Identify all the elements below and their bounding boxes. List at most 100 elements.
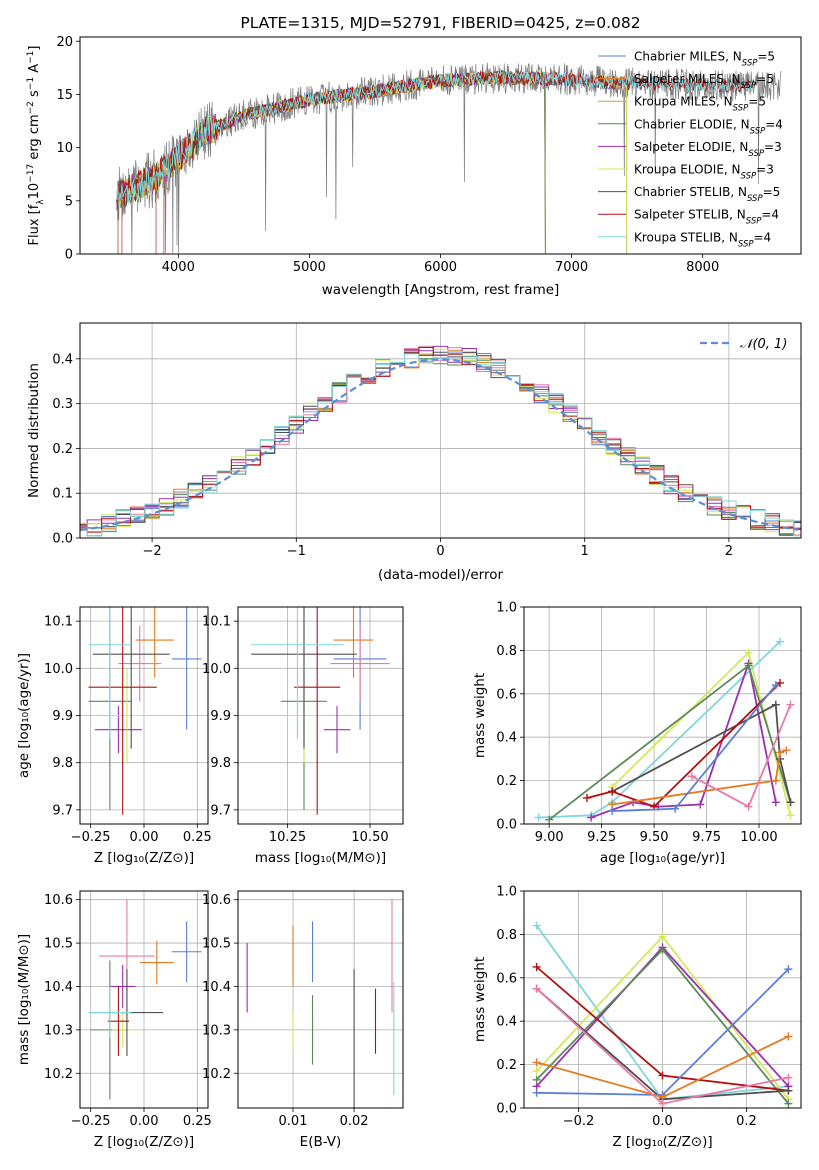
x-tick-label: 0.00	[130, 1114, 159, 1129]
y-tick-label: 10.5	[44, 937, 73, 952]
weight-marker	[587, 813, 596, 822]
y-tick-label: 20	[56, 35, 73, 50]
x-tick-label: 0.0	[652, 1114, 673, 1129]
x-tick-label: 2	[725, 544, 733, 559]
x-tick-label: 9.25	[587, 830, 616, 845]
x-tick-label: 0.01	[279, 1114, 308, 1129]
weight-vs-z-frame	[523, 890, 802, 1109]
model-spectrum-kroupa-stelib	[116, 70, 755, 207]
y-tick-label: 9.9	[52, 709, 73, 724]
x-tick-label: 9.00	[535, 830, 564, 845]
y-tick-label: 9.7	[210, 803, 231, 818]
x-tick-label: 8000	[686, 260, 719, 275]
y-tick-label: 9.7	[52, 803, 73, 818]
y-tick-label: 10.4	[44, 980, 73, 995]
y-tick-label: 10.4	[202, 980, 231, 995]
weight-marker	[782, 746, 791, 755]
weight-marker	[582, 793, 591, 802]
y-tick-label: 0.4	[52, 352, 73, 367]
weight-marker	[658, 1099, 667, 1108]
spectrum-legend: Chabrier MILES, NSSP=5 Salpeter MILES, NS…	[598, 50, 783, 249]
weight-vs-z-xlabel: Z [log₁₀(Z/Z⊙)]	[612, 1134, 712, 1150]
residuals-xlabel: (data-model)/error	[378, 567, 504, 583]
y-tick-label: 10.2	[44, 1067, 73, 1082]
y-tick-label: 0	[65, 248, 73, 263]
y-tick-label: 0.2	[496, 774, 517, 789]
y-tick-label: 10.1	[202, 615, 231, 630]
x-tick-label: 9.75	[692, 830, 721, 845]
weight-line	[586, 682, 781, 808]
age-vs-mass-axes: 10.25 10.50 9.7 9.8 9.9 10.0 10.1	[202, 607, 403, 845]
y-tick-label: 0.0	[52, 532, 73, 547]
weight-marker	[771, 776, 780, 785]
weight-marker	[658, 945, 667, 954]
weight-marker	[744, 802, 753, 811]
y-tick-label: 0.3	[52, 397, 73, 412]
weight-marker	[784, 1073, 793, 1082]
y-tick-label: 0.8	[496, 928, 517, 943]
legend-entry: Chabrier STELIB, NSSP=5	[634, 185, 780, 204]
age-vs-z-xlabel: Z [log₁₀(Z/Z⊙)]	[94, 850, 194, 866]
x-tick-label: 0.25	[183, 830, 212, 845]
weight-marker	[786, 798, 795, 807]
weight-marker	[784, 1086, 793, 1095]
y-tick-label: 10.5	[202, 937, 231, 952]
observed-spectrum	[116, 62, 782, 253]
y-tick-label: 10.6	[44, 893, 73, 908]
residuals-axes: −2 −1 0 1 2 0.0 0.1 0.2 0.3 0.4	[52, 323, 801, 559]
legend-entry: Chabrier MILES, NSSP=5	[634, 50, 775, 69]
weight-vs-age-frame	[523, 606, 802, 825]
y-tick-label: 0.4	[496, 731, 517, 746]
weight-line	[538, 641, 781, 819]
y-tick-label: 0.4	[496, 1015, 517, 1030]
age-vs-mass-frame	[237, 606, 404, 825]
y-tick-label: 0.2	[52, 442, 73, 457]
x-tick-label: 1	[581, 544, 589, 559]
weight-marker	[532, 1075, 541, 1084]
mass-vs-ebv-points	[246, 899, 395, 1108]
legend-entry: Kroupa ELODIE, NSSP=3	[634, 163, 774, 182]
y-tick-label: 10.2	[202, 1067, 231, 1082]
age-vs-z-ylabel: age [log₁₀(age/yr)]	[16, 653, 32, 778]
y-tick-label: 10.3	[44, 1023, 73, 1038]
weight-marker	[658, 1071, 667, 1080]
x-tick-label: −0.25	[71, 1114, 111, 1129]
spectrum-frame	[79, 36, 802, 255]
weight-marker	[687, 772, 696, 781]
residuals-legend: 𝒩(0, 1)	[700, 337, 787, 352]
legend-entry: Chabrier ELODIE, NSSP=4	[634, 117, 783, 136]
histogram-chabrier-elodie	[80, 349, 801, 537]
weight-marker	[545, 815, 554, 824]
weight-marker	[532, 1058, 541, 1067]
weight-marker	[771, 700, 780, 709]
x-tick-label: −1	[287, 544, 306, 559]
weight-vs-age-ylabel: mass weight	[472, 673, 488, 758]
spectrum-lines	[116, 62, 782, 254]
age-vs-mass-xlabel: mass [log₁₀(M/M⊙)]	[255, 850, 386, 866]
weight-line	[611, 749, 787, 806]
x-tick-label: −2	[143, 544, 162, 559]
x-tick-label: 0	[436, 544, 444, 559]
x-tick-label: 10.25	[269, 830, 306, 845]
mass-vs-ebv-axes: 0.01 0.02 10.2 10.3 10.4 10.5 10.6	[202, 891, 403, 1129]
y-tick-label: 10	[56, 141, 73, 156]
age-vs-mass-points	[251, 607, 390, 815]
x-tick-label: 6000	[424, 260, 457, 275]
y-tick-label: 0.2	[496, 1058, 517, 1073]
histograms	[80, 345, 801, 537]
weight-vs-age-axes: 9.00 9.25 9.50 9.75 10.00 0.0 0.2 0.4 0.6 0.8 1.0	[496, 601, 801, 845]
weight-marker	[776, 748, 785, 757]
mass-vs-z-frame	[79, 890, 209, 1109]
normal-curve	[80, 358, 799, 532]
weight-line	[590, 659, 777, 819]
x-tick-label: −0.2	[563, 1114, 595, 1129]
weight-marker	[786, 700, 795, 709]
x-tick-label: −0.25	[71, 830, 111, 845]
age-vs-z-points	[88, 607, 202, 815]
y-tick-label: 0.8	[496, 644, 517, 659]
age-vs-z-frame	[79, 606, 209, 825]
mass-vs-z-ylabel: mass [log₁₀(M/M⊙)]	[16, 934, 32, 1065]
weight-vs-z-ylabel: mass weight	[472, 957, 488, 1042]
y-tick-label: 0.6	[496, 971, 517, 986]
